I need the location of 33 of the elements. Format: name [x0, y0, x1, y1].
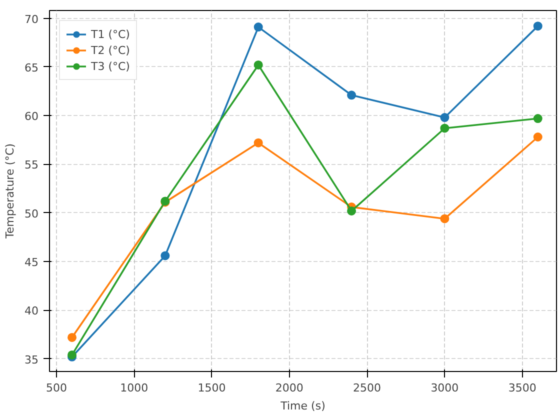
- point: [254, 60, 263, 70]
- point: [254, 22, 263, 32]
- x-axis-title: Time (s): [280, 400, 326, 412]
- point: [533, 132, 542, 142]
- point: [347, 90, 356, 100]
- legend-label: T2 (°C): [91, 43, 130, 57]
- y-tick-label: 70: [24, 12, 39, 26]
- y-tick-label: 60: [24, 110, 39, 124]
- x-tick-label: 2500: [353, 382, 382, 394]
- point: [160, 251, 170, 260]
- x-tick-label: 1500: [198, 382, 226, 394]
- x-tick-label: 3500: [508, 382, 536, 394]
- y-tick-label: 65: [24, 61, 39, 74]
- point: [440, 214, 450, 224]
- y-tick-label: 55: [24, 158, 39, 172]
- point: [533, 22, 542, 31]
- y-tick-label: 35: [24, 353, 39, 366]
- legend-label: T1 (°C): [91, 27, 130, 41]
- x-tick-label: 3000: [430, 382, 459, 394]
- x-tick-label: 2000: [275, 382, 304, 394]
- point: [533, 114, 542, 123]
- point: [347, 206, 356, 216]
- point: [68, 332, 77, 342]
- y-tick-label: 50: [24, 207, 39, 220]
- y-axis-title: Temperature (°C): [4, 144, 17, 240]
- point: [440, 113, 450, 122]
- x-tick-label: 1000: [120, 382, 148, 394]
- point: [254, 138, 263, 148]
- y-tick-label: 45: [24, 256, 39, 270]
- x-tick-label: 500: [46, 382, 67, 394]
- y-tick-label: 40: [24, 304, 39, 318]
- point: [440, 124, 450, 133]
- legend-label: T3 (°C): [91, 59, 130, 73]
